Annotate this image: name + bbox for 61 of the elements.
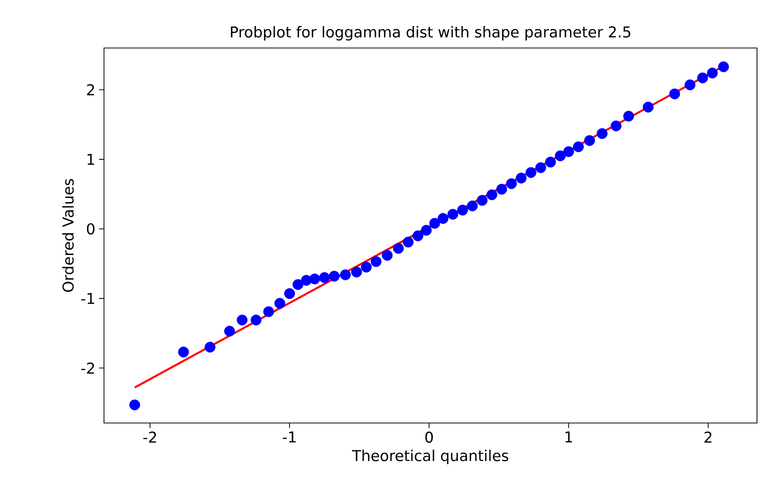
point xyxy=(402,236,414,248)
point xyxy=(328,270,340,282)
point xyxy=(224,326,235,337)
point xyxy=(545,156,556,168)
point xyxy=(669,88,680,100)
x-tick-label: 2 xyxy=(704,432,712,443)
point xyxy=(457,204,468,216)
point xyxy=(412,230,424,242)
point xyxy=(684,79,696,90)
point xyxy=(204,342,216,353)
point xyxy=(526,167,536,178)
point xyxy=(250,314,262,326)
point xyxy=(420,224,432,236)
point xyxy=(623,110,634,122)
y-tick-label: 0 xyxy=(86,223,94,235)
chart-title: Probplot for loggamma dist with shape parameter 2.5 xyxy=(230,26,630,40)
point xyxy=(178,346,189,358)
point xyxy=(554,150,566,162)
y-tick-label: 2 xyxy=(87,84,94,96)
point xyxy=(573,141,584,152)
point xyxy=(292,279,304,290)
point xyxy=(393,242,404,254)
point xyxy=(610,120,622,132)
point xyxy=(563,146,574,158)
point xyxy=(236,314,248,326)
point xyxy=(476,194,488,206)
point xyxy=(263,306,274,318)
x-tick-label: -1 xyxy=(282,432,296,442)
point xyxy=(697,72,708,84)
y-tick-label: -2 xyxy=(81,362,94,374)
point xyxy=(535,162,546,174)
point xyxy=(309,274,320,284)
x-axis-title: Theoretical quantiles xyxy=(352,450,508,464)
point xyxy=(319,272,330,283)
x-tick-label: 1 xyxy=(566,432,572,442)
point xyxy=(706,68,718,78)
point xyxy=(274,298,286,309)
point xyxy=(642,102,654,113)
y-tick-label: -1 xyxy=(81,293,94,304)
x-tick-label: -2 xyxy=(143,432,156,443)
y-tick-label: 1 xyxy=(88,154,94,165)
point xyxy=(447,208,458,220)
point xyxy=(496,184,508,195)
point xyxy=(718,61,729,72)
point xyxy=(129,400,140,410)
point xyxy=(360,262,372,273)
x-tick-label: 0 xyxy=(425,432,433,443)
point xyxy=(429,218,440,229)
point xyxy=(438,213,448,224)
point xyxy=(382,250,393,261)
point xyxy=(596,128,608,139)
point xyxy=(516,172,527,184)
point xyxy=(370,256,382,267)
point xyxy=(486,189,498,200)
y-axis-title: Ordered Values xyxy=(62,179,74,292)
point xyxy=(506,178,517,190)
point xyxy=(351,266,362,278)
point xyxy=(466,200,478,212)
point xyxy=(340,269,351,280)
point xyxy=(284,288,295,299)
point xyxy=(584,135,595,146)
